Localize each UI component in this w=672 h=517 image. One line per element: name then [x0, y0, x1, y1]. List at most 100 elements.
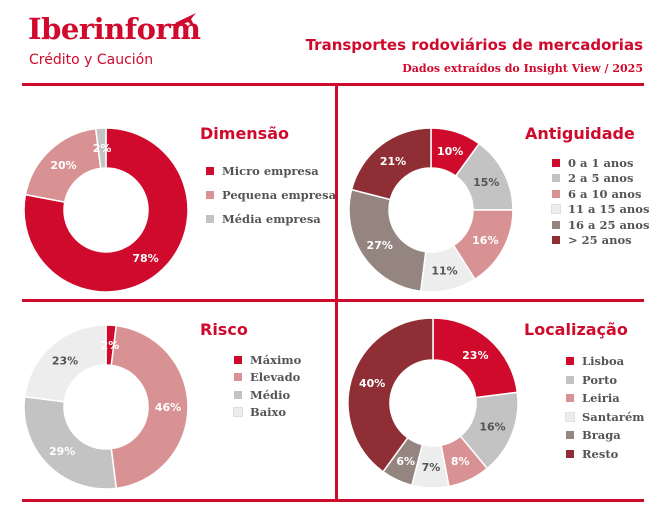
legend-label: 6 a 10 anos [568, 186, 642, 201]
legend-item: Médio [234, 386, 301, 404]
legend-item: Porto [566, 371, 644, 390]
legend-item: 0 a 1 anos [552, 155, 649, 171]
page-subtitle: Dados extraídos do Insight View / 2025 [402, 62, 643, 75]
donut-slice [348, 188, 427, 293]
data-label: 6% [396, 455, 415, 468]
page-title: Transportes rodoviários de mercadorias [305, 36, 643, 54]
chart-title: Risco [200, 320, 248, 339]
legend-item: Lisboa [566, 352, 644, 371]
donut-slice [347, 317, 434, 473]
legend-label: Médio [250, 387, 291, 402]
legend-swatch [566, 375, 574, 384]
legend-item: 16 a 25 anos [552, 217, 649, 233]
data-label: 2% [101, 339, 120, 352]
legend-swatch [552, 236, 560, 245]
legend-label: 11 a 15 anos [568, 202, 650, 217]
data-label: 2% [93, 142, 112, 155]
center-divider [335, 84, 338, 500]
data-label: 20% [50, 159, 76, 172]
data-label: 27% [367, 239, 393, 252]
legend-label: Baixo [250, 405, 287, 420]
brand-tagline: Crédito y Caución [29, 52, 154, 68]
legend-item: > 25 anos [552, 233, 649, 249]
legend-item: Pequena empresa [206, 183, 336, 207]
legend-item: Elevado [234, 369, 301, 387]
legend-item: 6 a 10 anos [552, 186, 649, 202]
data-label: 8% [451, 455, 470, 468]
legend-label: 2 a 5 anos [568, 171, 634, 186]
donut-slice [350, 127, 432, 201]
legend-swatch [206, 215, 214, 223]
chart-legend: 0 a 1 anos 2 a 5 anos 6 a 10 anos 11 a 15 a… [551, 155, 650, 249]
donut-slice [23, 324, 107, 403]
chart-legend: Micro empresa Pequena empresa Média empres… [206, 159, 336, 231]
legend-swatch [566, 449, 574, 458]
data-label: 78% [132, 252, 158, 265]
data-label: 21% [380, 155, 406, 168]
legend-label: Porto [582, 372, 618, 387]
data-label: 15% [473, 176, 499, 189]
airplane-icon [175, 13, 196, 29]
legend-item: Santarém [565, 408, 645, 427]
legend-swatch [234, 390, 242, 399]
legend-item: Resto [566, 445, 644, 464]
legend-label: Braga [582, 428, 621, 443]
legend-swatch [565, 411, 575, 422]
legend-label: Micro empresa [222, 164, 319, 178]
chart-legend: Máximo Elevado Médio Baixo [233, 351, 301, 422]
legend-swatch [552, 220, 560, 229]
legend-item: Baixo [233, 404, 301, 422]
chart-title: Localização [524, 320, 628, 339]
legend-item: 2 a 5 anos [552, 171, 649, 187]
legend-swatch [566, 394, 574, 403]
chart-legend: Lisboa Porto Leiria Santarém Braga Resto [565, 352, 645, 464]
legend-swatch [206, 191, 214, 199]
legend-label: Média empresa [222, 212, 321, 226]
legend-label: Leiria [582, 391, 620, 406]
legend-swatch [552, 189, 560, 198]
donut-slice [94, 127, 107, 170]
data-label: 11% [431, 265, 457, 278]
legend-label: Santarém [582, 409, 645, 424]
data-label: 46% [155, 401, 181, 414]
data-label: 16% [472, 234, 498, 247]
legend-swatch [566, 357, 574, 366]
legend-label: Pequena empresa [222, 188, 337, 202]
top-divider [22, 83, 644, 86]
legend-swatch [551, 204, 561, 215]
legend-item: Braga [566, 426, 644, 445]
legend-item: Micro empresa [206, 159, 336, 183]
data-label: 23% [462, 349, 488, 362]
middle-divider [22, 299, 644, 302]
brand-name: Iberinform [28, 12, 201, 46]
donut-slice [23, 127, 189, 293]
bottom-divider [22, 499, 644, 502]
legend-swatch [234, 373, 242, 382]
data-label: 10% [437, 145, 463, 158]
legend-label: 16 a 25 anos [568, 217, 650, 232]
data-label: 16% [479, 421, 505, 434]
donut-slice [110, 324, 189, 490]
legend-swatch [566, 431, 574, 440]
legend-label: > 25 anos [568, 233, 632, 248]
legend-item: Média empresa [206, 207, 336, 231]
legend-swatch [552, 174, 560, 183]
legend-label: Elevado [250, 370, 301, 385]
chart-title: Antiguidade [525, 124, 635, 143]
legend-item: 11 a 15 anos [551, 202, 650, 218]
legend-swatch [234, 355, 242, 364]
legend-item: Leiria [566, 389, 644, 408]
data-label: 7% [422, 461, 441, 474]
legend-label: Máximo [250, 352, 302, 367]
legend-label: 0 a 1 anos [568, 155, 634, 170]
donut-slice [23, 395, 118, 490]
legend-item: Máximo [234, 351, 301, 369]
data-label: 29% [49, 445, 75, 458]
legend-swatch [206, 167, 214, 175]
data-label: 40% [359, 377, 385, 390]
legend-label: Resto [582, 446, 619, 461]
